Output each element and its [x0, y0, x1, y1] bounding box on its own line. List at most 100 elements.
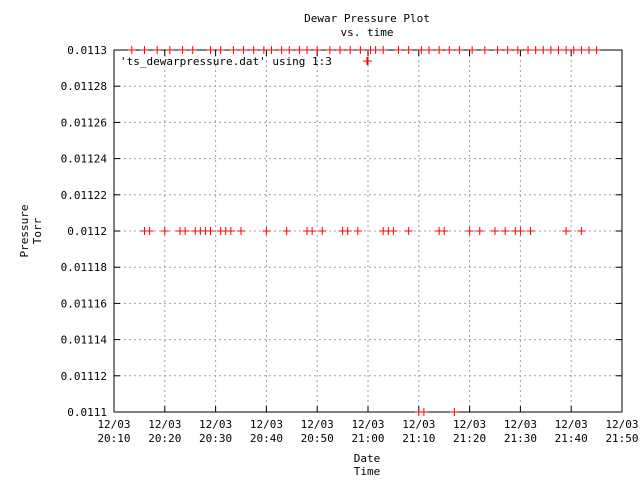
data-point	[539, 46, 548, 54]
data-point	[404, 46, 413, 54]
data-point	[303, 46, 312, 54]
data-point	[562, 46, 571, 54]
x-tick-time-label: 21:20	[453, 432, 486, 445]
y-tick-label: 0.01128	[61, 80, 107, 93]
data-points	[127, 46, 601, 416]
chart-title-line-2: vs. time	[341, 26, 394, 39]
data-point	[318, 227, 327, 235]
data-point	[127, 46, 136, 54]
data-point	[277, 46, 286, 54]
data-point	[379, 46, 388, 54]
data-point	[577, 46, 586, 54]
x-axis-label-line-1: Date	[354, 452, 381, 465]
y-tick-label: 0.01118	[61, 261, 107, 274]
grid-lines	[114, 50, 622, 412]
data-point	[308, 227, 317, 235]
data-point	[394, 46, 403, 54]
data-point	[206, 46, 215, 54]
data-point	[216, 46, 225, 54]
x-tick-date-label: 12/03	[504, 418, 537, 431]
y-tick-label: 0.01124	[61, 153, 108, 166]
data-point	[165, 46, 174, 54]
chart-title-line-1: Dewar Pressure Plot	[304, 12, 430, 25]
y-tick-label: 0.0112	[67, 225, 107, 238]
x-tick-date-label: 12/03	[453, 418, 486, 431]
data-point	[435, 46, 444, 54]
data-point	[526, 227, 535, 235]
data-point	[419, 408, 428, 416]
data-point	[546, 46, 555, 54]
data-point	[267, 46, 276, 54]
x-tick-time-label: 21:30	[504, 432, 537, 445]
x-tick-date-label: 12/03	[605, 418, 638, 431]
y-tick-label: 0.0113	[67, 44, 107, 57]
x-tick-date-label: 12/03	[148, 418, 181, 431]
data-point	[513, 46, 522, 54]
data-point	[592, 46, 601, 54]
data-point	[295, 46, 304, 54]
data-point	[503, 46, 512, 54]
data-point	[501, 227, 510, 235]
y-tick-label: 0.0111	[67, 406, 107, 419]
data-point	[491, 227, 499, 235]
data-point	[259, 46, 268, 54]
data-point	[178, 46, 187, 54]
x-tick-date-label: 12/03	[301, 418, 334, 431]
x-tick-time-label: 21:40	[555, 432, 588, 445]
y-tick-label: 0.01126	[61, 116, 107, 129]
x-tick-time-label: 21:50	[605, 432, 638, 445]
data-point	[417, 46, 426, 54]
y-tick-label: 0.01116	[61, 297, 107, 310]
data-point	[465, 227, 474, 235]
data-point	[389, 227, 398, 235]
x-tick-date-label: 12/03	[402, 418, 435, 431]
y-axis-label-line-2: Torr	[31, 217, 44, 244]
data-point	[353, 227, 362, 235]
data-point	[577, 227, 586, 235]
data-point	[346, 46, 355, 54]
x-tick-time-label: 20:50	[301, 432, 334, 445]
x-tick-date-label: 12/03	[351, 418, 384, 431]
y-tick-label: 0.01114	[61, 334, 108, 347]
data-point	[325, 46, 334, 54]
data-point	[404, 227, 413, 235]
data-point	[424, 46, 433, 54]
x-tick-time-label: 20:30	[199, 432, 232, 445]
data-point	[493, 46, 502, 54]
legend-label: 'ts_dewarpressure.dat' using 1:3	[120, 55, 332, 68]
x-tick-time-label: 21:10	[402, 432, 435, 445]
data-point	[282, 227, 291, 235]
data-point	[239, 46, 248, 54]
data-point	[562, 227, 571, 235]
y-axis-ticks: 0.0111 0.01112 0.01114 0.01116 0.01118 0.0112…	[61, 44, 622, 419]
x-axis-label-line-2: Time	[354, 465, 381, 478]
x-tick-date-label: 12/03	[250, 418, 283, 431]
data-point	[445, 46, 454, 54]
y-tick-label: 0.01122	[61, 189, 107, 202]
data-point	[356, 46, 365, 54]
data-point	[160, 227, 169, 235]
y-axis-label-line-1: Pressure	[18, 205, 31, 258]
x-tick-time-label: 21:00	[351, 432, 384, 445]
data-point	[285, 46, 294, 54]
x-tick-time-label: 20:40	[250, 432, 283, 445]
x-tick-date-label: 12/03	[555, 418, 588, 431]
x-axis-ticks: 12/0320:1012/0320:2012/0320:3012/0320:40…	[97, 50, 639, 445]
data-point	[516, 227, 525, 235]
data-point	[153, 46, 162, 54]
data-point	[584, 46, 593, 54]
data-point	[569, 46, 578, 54]
data-point	[524, 46, 533, 54]
data-point	[181, 227, 190, 235]
data-point	[145, 227, 154, 235]
data-point	[249, 46, 258, 54]
data-point	[237, 227, 245, 235]
data-point	[455, 46, 464, 54]
data-point	[313, 46, 322, 54]
data-point	[188, 46, 197, 54]
data-point	[450, 408, 459, 416]
x-tick-time-label: 20:20	[148, 432, 181, 445]
data-point	[440, 227, 449, 235]
data-point	[206, 227, 215, 235]
data-point	[262, 227, 271, 235]
